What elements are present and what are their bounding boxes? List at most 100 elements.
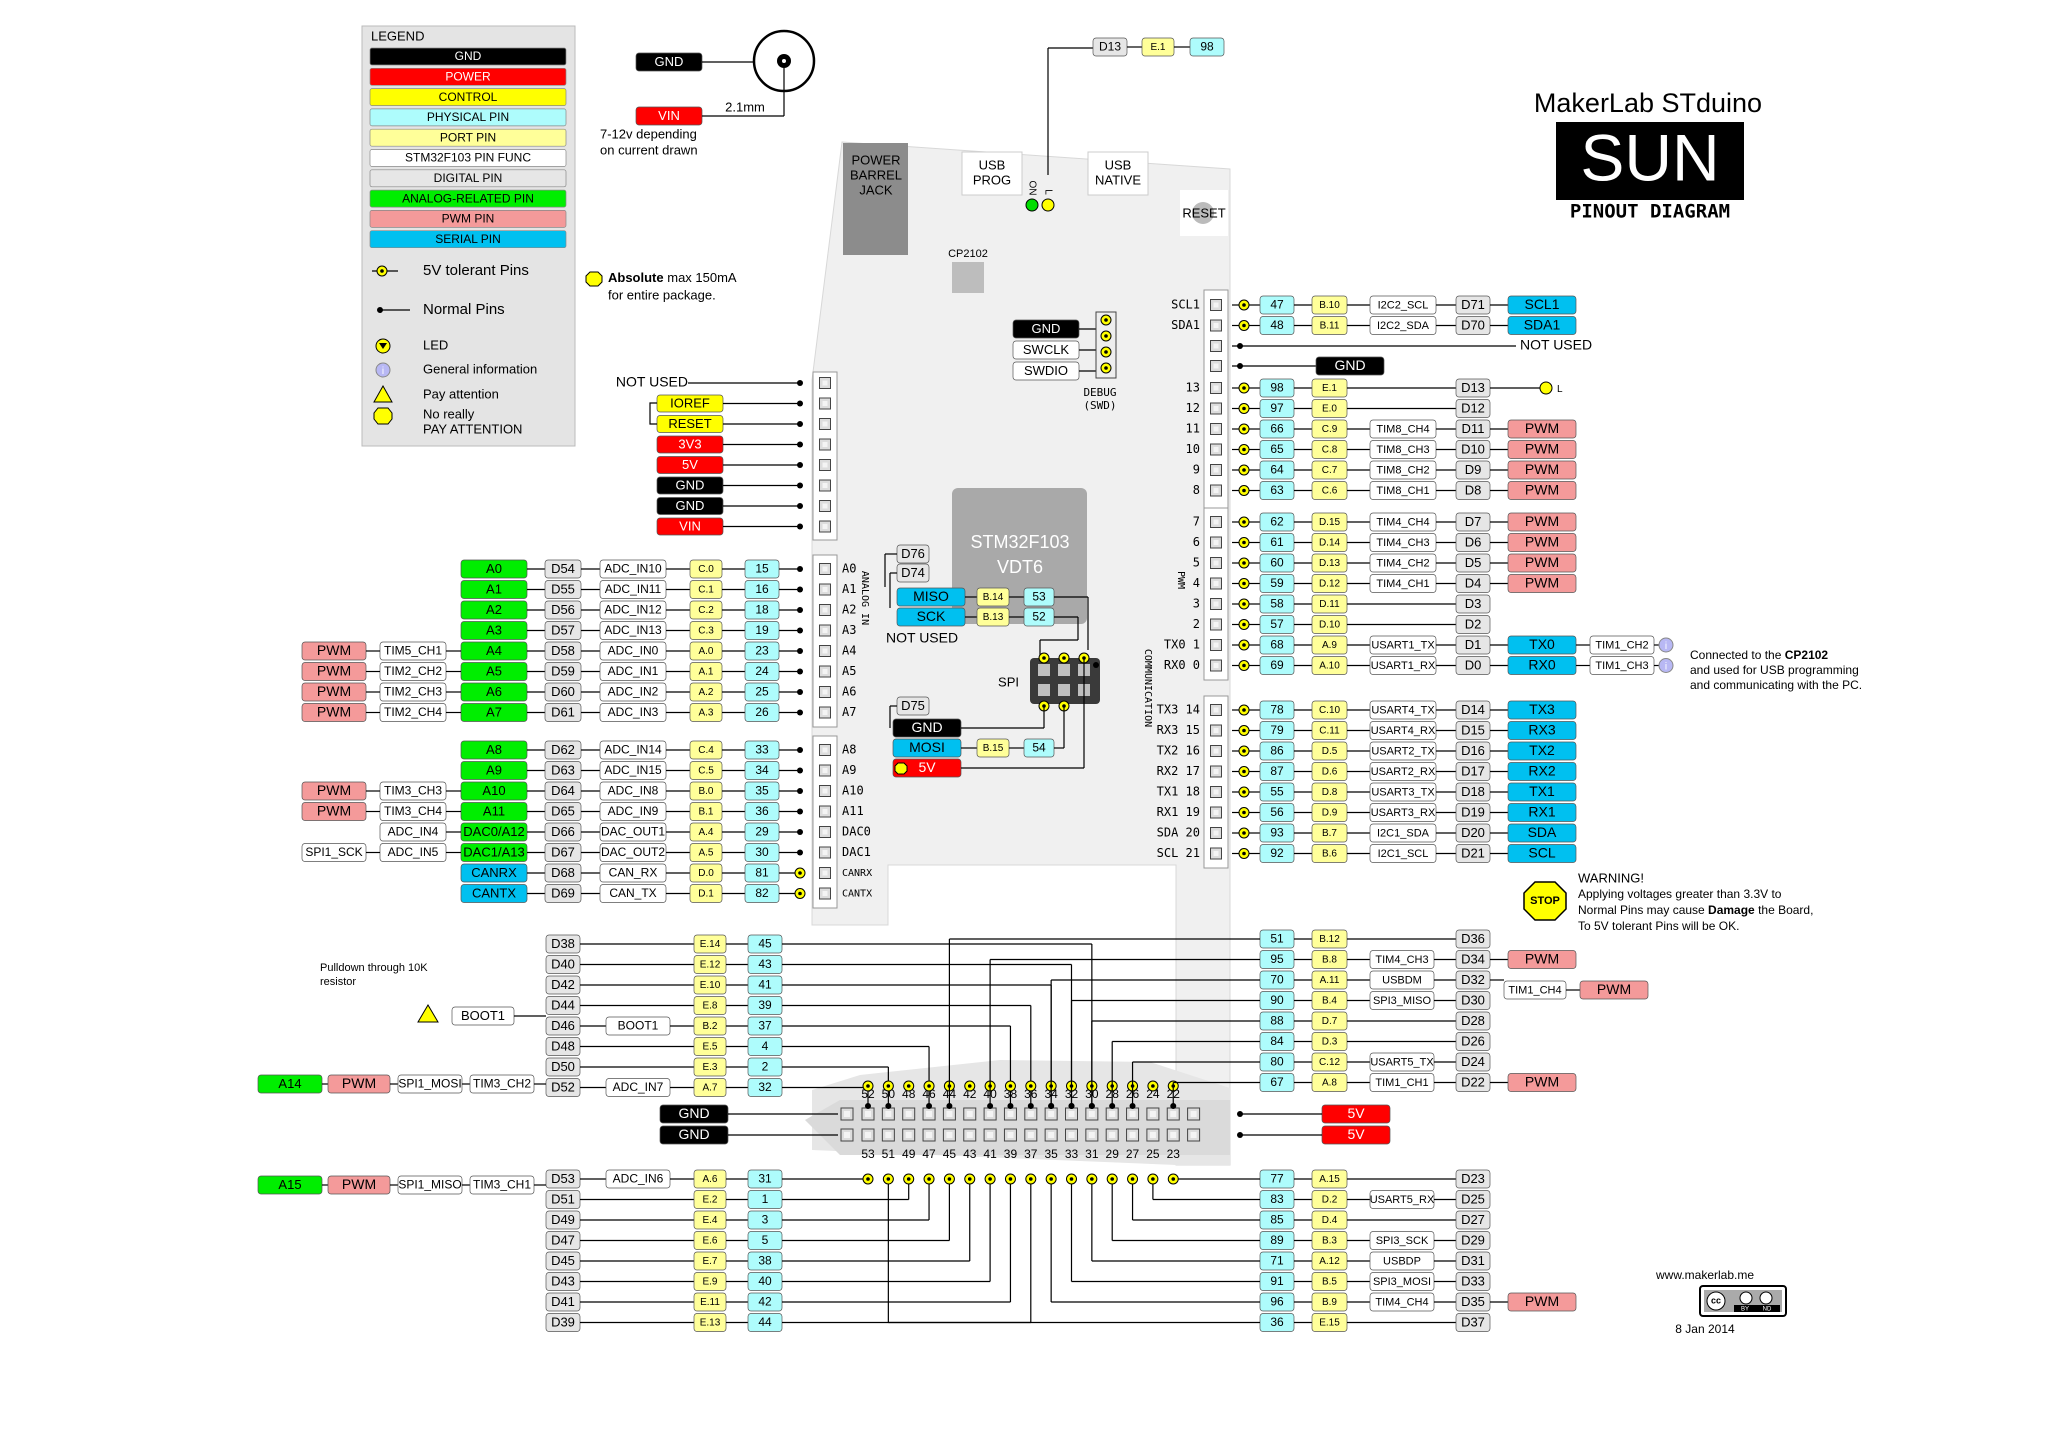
pin-label: D.0	[689, 863, 723, 883]
pin-label-text: 51	[1270, 932, 1284, 946]
led-icon	[1539, 381, 1553, 395]
pin-label-text: D10	[1461, 441, 1485, 456]
pin-label: TIM3_CH3	[379, 781, 447, 801]
pin-label-text: ADC_IN10	[604, 562, 662, 576]
pin-label: D53	[545, 1169, 581, 1189]
pin-label: D71	[1455, 295, 1491, 315]
pin-label-text: D14	[1461, 702, 1485, 717]
five-volt-tolerant-icon	[923, 1080, 935, 1092]
pin-label-text: PWM	[1525, 1074, 1559, 1090]
pin-label: ADC_IN13	[599, 621, 667, 640]
pin-label-bg	[1455, 1231, 1491, 1250]
pin-label: A.2	[689, 682, 723, 702]
five-volt-tolerant-icon	[903, 1173, 915, 1185]
warning-line: Normal Pins may cause Damage the Board,	[1578, 903, 1813, 917]
pin-label-text: C.4	[698, 745, 714, 756]
pin-label: TIM4_CH3	[1369, 950, 1435, 969]
pin-dot	[926, 1103, 933, 1109]
pin-label-text: D18	[1461, 784, 1485, 799]
pin-label: 26	[744, 703, 780, 722]
serial-label: RX1	[1507, 803, 1577, 822]
pin-label: 88	[1259, 1011, 1295, 1031]
header-pin	[819, 604, 831, 616]
header-pin	[963, 1107, 977, 1121]
pin-label: 5V	[1321, 1125, 1391, 1145]
pin-dot	[1170, 1103, 1177, 1109]
jack-vin-label: VIN	[635, 106, 703, 126]
pin-label: D15	[1455, 721, 1491, 740]
warning-icon	[373, 384, 393, 403]
board-pin-name: A8	[842, 743, 856, 757]
pin-label-text: SPI1_SCK	[305, 845, 362, 859]
pin-label-text: D26	[1461, 1033, 1485, 1048]
pin-label: B.1	[689, 802, 723, 821]
pin-label: 56	[1259, 803, 1295, 822]
pin-label-bg	[1455, 1032, 1491, 1051]
pin-label-text: D55	[551, 581, 575, 596]
pin-label-bg	[369, 88, 567, 106]
pin-label: I2C1_SDA	[1369, 823, 1437, 843]
pin-label: D14	[1455, 700, 1491, 720]
pin-label: 38	[747, 1251, 783, 1271]
analog-pin-label: A7	[460, 703, 528, 722]
pin-label-text: POWER	[445, 69, 491, 83]
pin-label: B.8	[1311, 950, 1348, 969]
five-volt-tolerant-icon	[376, 265, 388, 277]
pin-label-text: SPI3_SCK	[1376, 1235, 1429, 1247]
label: NOT USED	[886, 630, 958, 646]
pin-label: D28	[1455, 1011, 1491, 1031]
pin-label: D59	[544, 662, 582, 681]
not-used-label: NOT USED	[616, 374, 688, 390]
pin-label-text: GND	[655, 54, 684, 69]
pin-label-text: ADC_IN7	[613, 1080, 664, 1094]
pin-label-text: TIM4_CH4	[1375, 1296, 1428, 1308]
pin-label: C.10	[1311, 700, 1348, 720]
pin-dot	[797, 788, 803, 794]
pin-label-text: 1	[762, 1192, 769, 1206]
board-pin-name: DAC0	[842, 825, 871, 839]
pin-label-text: B.1	[698, 807, 713, 818]
pin-label-text: 42	[758, 1295, 772, 1309]
stop-icon: STOP	[1523, 881, 1567, 921]
pin-label-bg	[369, 189, 567, 208]
pin-label-bg	[369, 149, 567, 167]
pin-label: E.8	[693, 996, 727, 1015]
header-pin	[1210, 536, 1222, 549]
analog-pin-label: A6	[460, 682, 528, 702]
pin-label-text: 3	[762, 1213, 769, 1227]
pin-label-text: 91	[1270, 1274, 1284, 1288]
pin-label: 16	[744, 580, 780, 599]
pin-label-text: PWM	[342, 1176, 376, 1192]
communication-header	[1203, 695, 1229, 869]
header-pin	[861, 1128, 875, 1142]
pin-label-text: GND	[676, 498, 705, 513]
pin-label: D51	[545, 1190, 581, 1209]
pin-label-text: 55	[1270, 785, 1284, 799]
analog-pin-label: A4	[460, 641, 528, 661]
pin-dot	[797, 668, 803, 675]
pin-label-text: 4	[762, 1039, 769, 1053]
pin-label-text: C.10	[1319, 705, 1341, 716]
info-icon: i	[1658, 637, 1674, 653]
legend-item: SERIAL PIN	[369, 230, 567, 249]
pin-label-text: A6	[486, 684, 502, 699]
pin-label-text: PWM	[1525, 1293, 1559, 1309]
five-volt-tolerant-icon	[1238, 537, 1250, 548]
board-pin-name: 7	[1193, 515, 1200, 529]
pin-label-text: 87	[1270, 764, 1284, 778]
pin-label-text: D70	[1461, 317, 1485, 332]
pin-label-text: CANRX	[471, 865, 517, 880]
five-volt-tolerant-icon	[984, 1173, 996, 1185]
pin-label-text: USART5_RX	[1370, 1194, 1435, 1206]
pin-label: 44	[747, 1313, 783, 1332]
legend-item: STM32F103 PIN FUNC	[369, 149, 567, 167]
pin-label: 63	[1259, 481, 1295, 500]
pin-label: D34	[1455, 950, 1491, 969]
pin-label-text: USART5_TX	[1370, 1056, 1434, 1068]
pin-label-bg	[1507, 460, 1577, 480]
swd-label: SWCLK	[1012, 340, 1080, 360]
pin-label: 69	[1259, 656, 1295, 675]
board-pin-name: A5	[842, 664, 856, 678]
pin-label: TIM8_CH3	[1369, 440, 1437, 459]
pin-label-text: D36	[1461, 931, 1485, 946]
